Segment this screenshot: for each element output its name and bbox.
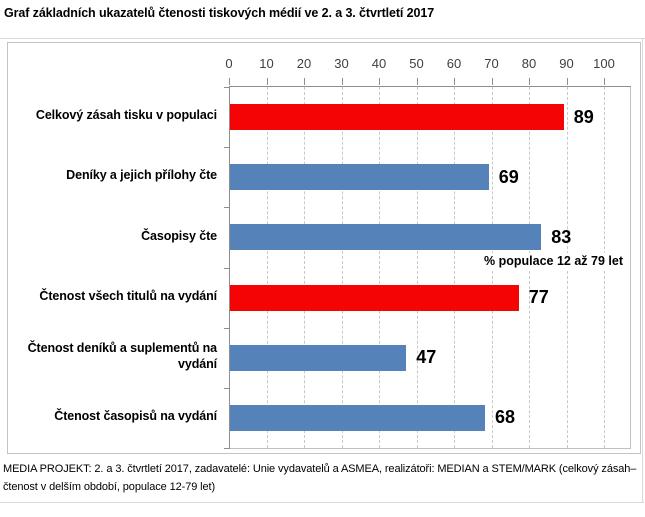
chart-title: Graf základních ukazatelů čtenosti tisko…: [4, 6, 435, 20]
bar-value-label: 47: [416, 347, 437, 368]
category-label: Čtenost všech titulů na vydání: [39, 288, 217, 303]
category-tick-mark: [224, 268, 230, 269]
gridline: [379, 87, 380, 448]
category-tick-mark: [224, 328, 230, 329]
bar: [230, 344, 407, 371]
x-tick-mark: [491, 78, 493, 85]
x-tick-mark: [304, 78, 305, 85]
bar-value-label: 69: [498, 166, 519, 187]
divider-right: [642, 38, 643, 503]
plot-area: % populace 12 až 79 let 89 69 83 77 47 68: [224, 86, 631, 449]
x-tick-label: 100: [593, 56, 615, 71]
bar: [230, 284, 519, 311]
x-tick-mark: [266, 78, 268, 85]
gridline: [341, 87, 343, 448]
bar: [230, 224, 542, 251]
x-tick-mark: [416, 78, 418, 85]
category-tick-mark: [224, 207, 230, 208]
population-note: % populace 12 až 79 let: [482, 253, 625, 269]
bar: [230, 404, 485, 431]
x-tick-label: 90: [559, 56, 574, 71]
category-tick-mark: [224, 87, 230, 88]
divider-under-title: [0, 38, 645, 39]
category-label: Čtenost deníků a suplementů na vydání: [27, 341, 217, 371]
x-tick-mark: [229, 78, 230, 85]
x-tick-label: 80: [521, 56, 537, 71]
bar: [230, 104, 564, 130]
category-tick-mark: [224, 388, 230, 389]
x-tick-mark: [529, 78, 530, 85]
x-tick-label: 60: [446, 56, 462, 71]
bar-value-label: 77: [528, 287, 549, 308]
x-tick-mark: [454, 78, 455, 85]
x-tick-label: 40: [371, 56, 387, 71]
x-tick-mark: [341, 78, 343, 85]
x-tick-mark: [566, 78, 568, 85]
bar-value-label: 89: [573, 106, 594, 127]
x-tick-label: 70: [484, 56, 499, 71]
x-axis: 0 10 20 30 40 50 60 70 80 90 100: [225, 56, 629, 86]
x-tick-label: 50: [409, 56, 424, 71]
bar-value-label: 68: [495, 407, 516, 428]
gridline: [266, 87, 268, 448]
x-tick-label: 20: [296, 56, 312, 71]
divider-bottom: [0, 502, 644, 503]
bar: [230, 164, 489, 191]
bar-value-label: 83: [551, 226, 572, 247]
category-tick-mark: [224, 147, 230, 148]
source-note: MEDIA PROJEKT: 2. a 3. čtvrtletí 2017, z…: [3, 463, 637, 493]
x-tick-label: 0: [225, 56, 233, 71]
category-tick-mark: [224, 448, 230, 449]
x-tick-label: 10: [259, 56, 274, 71]
category-label: Deníky a jejich přílohy čte: [66, 168, 217, 183]
gridline: [416, 87, 418, 448]
x-tick-mark: [604, 78, 605, 85]
chart: 0 10 20 30 40 50 60 70 80 90 100 % populace 12 až …: [7, 42, 641, 454]
gridline: [304, 87, 305, 448]
category-label: Celkový zásah tisku v populaci: [35, 108, 217, 123]
gridline: [454, 87, 455, 448]
x-tick-mark: [379, 78, 380, 85]
category-axis: Celkový zásah tisku v populaci Deníky a j…: [10, 86, 223, 447]
category-label: Časopisy čte: [141, 228, 217, 243]
x-tick-label: 30: [334, 56, 349, 71]
category-label: Čtenost časopisů na vydání: [54, 409, 217, 424]
